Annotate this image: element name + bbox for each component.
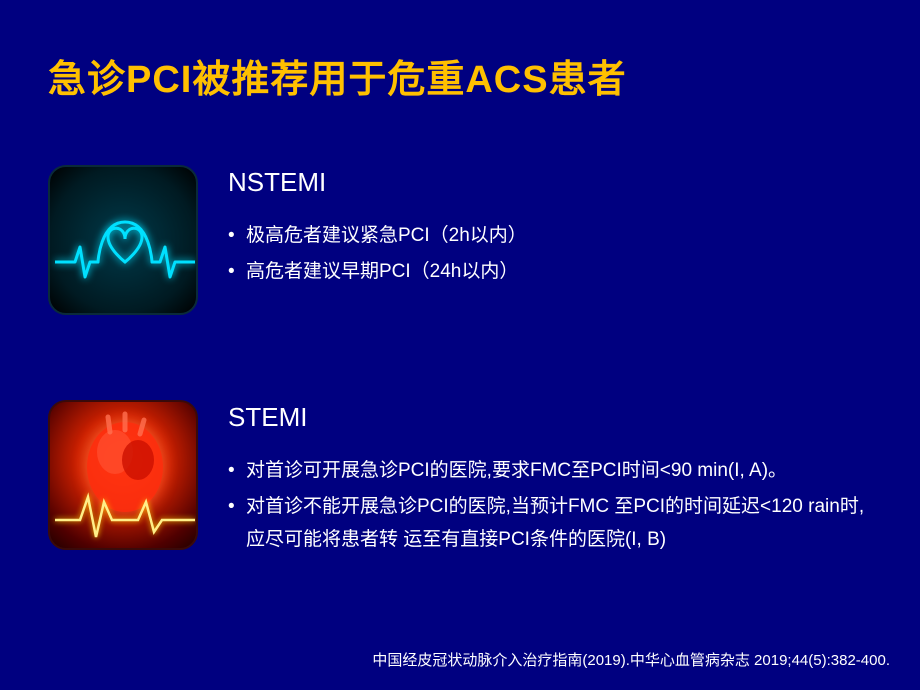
nstemi-bullets: 极高危者建议紧急PCI（2h以内） 高危者建议早期PCI（24h以内） — [228, 220, 527, 289]
ecg-heart-icon — [48, 165, 198, 315]
bullet-item: 极高危者建议紧急PCI（2h以内） — [228, 220, 527, 252]
slide-title: 急诊PCI被推荐用于危重ACS患者 — [48, 48, 627, 103]
bullet-item: 高危者建议早期PCI（24h以内） — [228, 256, 527, 288]
citation-footer: 中国经皮冠状动脉介入治疗指南(2019).中华心血管病杂志 2019;44(5)… — [372, 649, 890, 670]
stemi-content: STEMI 对首诊可开展急诊PCI的医院,要求FMC至PCI时间<90 min(… — [228, 400, 868, 560]
anatomical-heart-icon — [48, 400, 198, 550]
nstemi-content: NSTEMI 极高危者建议紧急PCI（2h以内） 高危者建议早期PCI（24h以… — [228, 165, 527, 293]
stemi-bullets: 对首诊可开展急诊PCI的医院,要求FMC至PCI时间<90 min(I, A)。… — [228, 455, 868, 556]
stemi-heading: STEMI — [228, 402, 868, 433]
nstemi-heading: NSTEMI — [228, 167, 527, 198]
section-nstemi: NSTEMI 极高危者建议紧急PCI（2h以内） 高危者建议早期PCI（24h以… — [48, 165, 527, 315]
section-stemi: STEMI 对首诊可开展急诊PCI的医院,要求FMC至PCI时间<90 min(… — [48, 400, 868, 560]
bullet-item: 对首诊不能开展急诊PCI的医院,当预计FMC 至PCI的时间延迟<120 rai… — [228, 491, 868, 556]
bullet-item: 对首诊可开展急诊PCI的医院,要求FMC至PCI时间<90 min(I, A)。 — [228, 455, 868, 487]
